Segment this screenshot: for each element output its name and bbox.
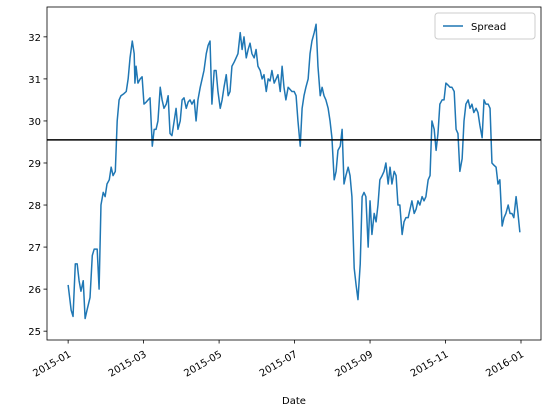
- plot-frame: [46, 6, 542, 341]
- y-tick-label: 29: [28, 159, 41, 170]
- x-tick-label: 2015-07: [258, 349, 300, 379]
- y-tick-label: 27: [28, 243, 41, 254]
- x-tick-label: 2015-03: [107, 349, 149, 379]
- x-axis-label: Date: [282, 396, 306, 407]
- x-tick-label: 2015-01: [31, 349, 73, 379]
- y-tick-label: 31: [28, 75, 41, 86]
- legend-box: [434, 12, 536, 40]
- legend-label: Spread: [471, 22, 506, 33]
- line-series: [67, 23, 521, 320]
- y-tick-label: 28: [28, 201, 41, 212]
- y-tick-label: 25: [28, 327, 41, 338]
- y-tick-label: 32: [28, 33, 41, 44]
- x-tick-label: 2016-01: [484, 349, 526, 379]
- y-tick-label: 26: [28, 285, 41, 296]
- x-tick-label: 2015-09: [333, 349, 375, 379]
- y-tick-label: 30: [28, 117, 41, 128]
- x-tick-label: 2015-05: [182, 349, 224, 379]
- x-tick-label: 2015-11: [409, 349, 451, 379]
